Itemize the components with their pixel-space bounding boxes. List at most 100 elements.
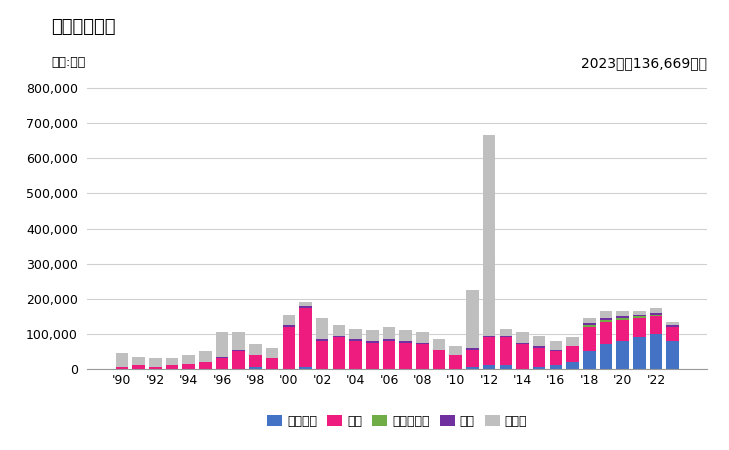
Bar: [316, 318, 329, 339]
Bar: [650, 316, 662, 334]
Bar: [233, 350, 245, 351]
Bar: [383, 341, 395, 369]
Legend: ベトナム, 中国, ミャンマー, 韓国, その他: ベトナム, 中国, ミャンマー, 韓国, その他: [262, 410, 532, 433]
Bar: [617, 311, 629, 316]
Bar: [165, 365, 178, 369]
Bar: [116, 353, 128, 367]
Bar: [600, 344, 612, 369]
Bar: [332, 336, 345, 338]
Bar: [550, 341, 562, 350]
Bar: [133, 357, 145, 365]
Bar: [583, 318, 596, 324]
Bar: [650, 315, 662, 316]
Bar: [332, 325, 345, 336]
Bar: [349, 339, 362, 341]
Bar: [182, 355, 195, 364]
Bar: [533, 367, 545, 369]
Bar: [466, 350, 479, 367]
Bar: [383, 339, 395, 341]
Bar: [366, 342, 378, 369]
Bar: [633, 316, 646, 318]
Bar: [483, 336, 496, 338]
Bar: [199, 362, 211, 369]
Text: 単位:平米: 単位:平米: [51, 56, 85, 69]
Bar: [666, 322, 679, 325]
Bar: [349, 328, 362, 339]
Bar: [617, 316, 629, 318]
Bar: [450, 355, 462, 369]
Bar: [516, 344, 529, 369]
Bar: [566, 338, 579, 346]
Bar: [499, 338, 512, 365]
Bar: [366, 341, 378, 342]
Bar: [165, 359, 178, 365]
Bar: [600, 318, 612, 320]
Bar: [216, 357, 228, 359]
Bar: [533, 346, 545, 348]
Bar: [349, 341, 362, 369]
Bar: [583, 325, 596, 327]
Bar: [149, 359, 162, 367]
Bar: [416, 344, 429, 369]
Bar: [600, 320, 612, 322]
Bar: [466, 367, 479, 369]
Bar: [199, 351, 211, 362]
Bar: [566, 346, 579, 362]
Bar: [433, 350, 445, 369]
Bar: [399, 341, 412, 342]
Bar: [299, 302, 312, 306]
Bar: [666, 325, 679, 327]
Bar: [316, 341, 329, 369]
Bar: [483, 365, 496, 369]
Bar: [600, 311, 612, 318]
Bar: [249, 344, 262, 355]
Bar: [650, 307, 662, 313]
Text: 輸出量の推移: 輸出量の推移: [51, 18, 115, 36]
Bar: [149, 367, 162, 369]
Bar: [533, 336, 545, 346]
Bar: [399, 330, 412, 341]
Bar: [516, 332, 529, 342]
Bar: [299, 367, 312, 369]
Bar: [416, 342, 429, 344]
Bar: [366, 330, 378, 341]
Bar: [483, 135, 496, 336]
Bar: [216, 359, 228, 369]
Bar: [450, 346, 462, 355]
Bar: [383, 327, 395, 339]
Bar: [550, 365, 562, 369]
Bar: [266, 348, 278, 359]
Bar: [617, 320, 629, 341]
Bar: [283, 315, 295, 325]
Bar: [399, 342, 412, 369]
Bar: [583, 327, 596, 351]
Bar: [133, 365, 145, 369]
Bar: [499, 365, 512, 369]
Bar: [316, 339, 329, 341]
Bar: [416, 332, 429, 342]
Bar: [283, 325, 295, 327]
Bar: [266, 359, 278, 369]
Text: 2023年：136,669平米: 2023年：136,669平米: [581, 56, 707, 70]
Bar: [633, 311, 646, 315]
Bar: [633, 318, 646, 338]
Bar: [332, 338, 345, 369]
Bar: [116, 367, 128, 369]
Bar: [650, 334, 662, 369]
Bar: [249, 355, 262, 367]
Bar: [433, 339, 445, 350]
Bar: [666, 341, 679, 369]
Bar: [617, 318, 629, 320]
Bar: [533, 348, 545, 367]
Bar: [466, 290, 479, 348]
Bar: [499, 328, 512, 336]
Bar: [666, 327, 679, 341]
Bar: [233, 351, 245, 369]
Bar: [550, 350, 562, 351]
Bar: [182, 364, 195, 369]
Bar: [583, 324, 596, 325]
Bar: [216, 332, 228, 357]
Bar: [600, 322, 612, 344]
Bar: [516, 342, 529, 344]
Bar: [633, 338, 646, 369]
